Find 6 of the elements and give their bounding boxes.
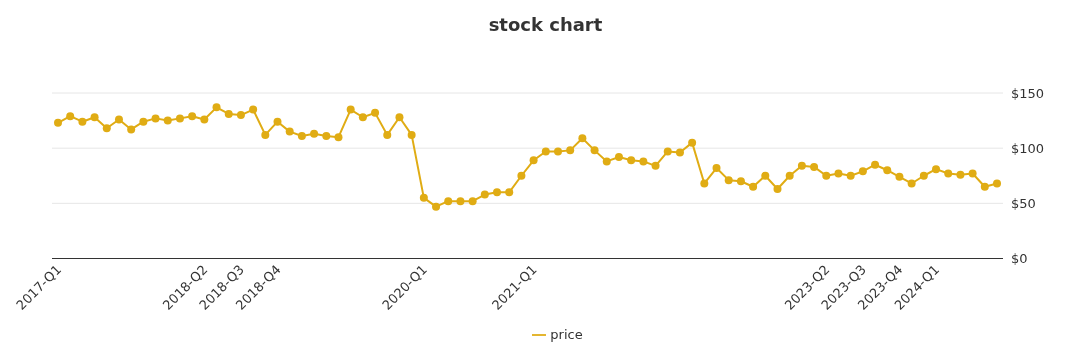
chart-title: stock chart [487, 14, 604, 35]
legend-label: price [550, 326, 583, 342]
y-tick-label: $0 [1011, 251, 1028, 267]
y-tick-label: $150 [1011, 85, 1045, 101]
y-tick-label: $100 [1011, 140, 1045, 156]
y-tick-label: $50 [1011, 195, 1036, 211]
